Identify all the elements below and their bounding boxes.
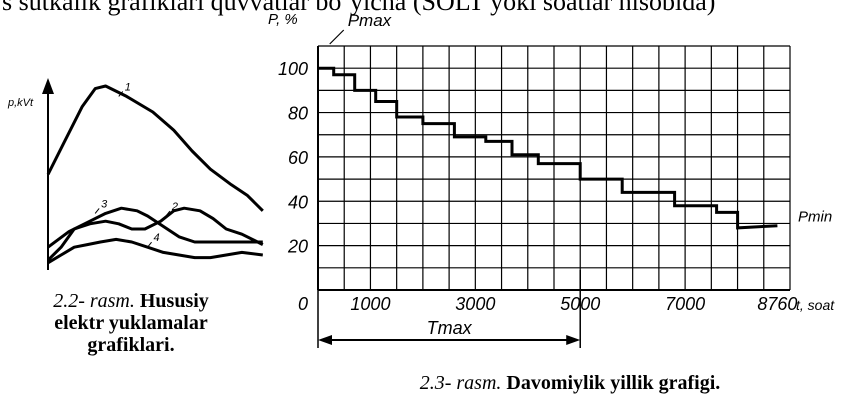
left-y-axis-arrow [42, 78, 54, 94]
left-caption-title-2: elektr yuklamalar [54, 312, 208, 334]
left-load-chart: p,kVt 1 2 3 4 [7, 78, 264, 270]
left-curve-leader-3 [94, 208, 100, 214]
x-tick-label: 7000 [665, 294, 705, 314]
left-caption-prefix: 2.2- [53, 290, 85, 312]
left-curve-1 [46, 84, 264, 212]
tmax-arrow-right-head [566, 335, 581, 345]
pmax-leader [329, 29, 345, 45]
right-caption: 2.3- rasm. Davomiylik yillik grafigi. [330, 372, 810, 394]
y-tick-label: 20 [287, 237, 308, 257]
x-tick-label: 1000 [350, 294, 390, 314]
left-curve-label-1: 1 [125, 81, 131, 93]
y-tick-label: 0 [298, 294, 308, 314]
left-curve-2 [46, 206, 264, 262]
y-tick-label: 40 [288, 192, 308, 212]
left-caption-title-1: Hususiy [139, 290, 209, 312]
right-caption-prefix: 2.3- [419, 372, 452, 394]
left-curve-leader-2 [165, 210, 171, 217]
left-caption-word: rasm. [89, 290, 135, 312]
left-curve-label-4: 4 [154, 232, 160, 244]
pmin-label: Pmin [798, 208, 832, 225]
tmax-label: Tmax [427, 318, 473, 338]
left-curve-label-2: 2 [171, 201, 178, 213]
left-curve-3 [47, 206, 263, 249]
left-curve-leader-4 [147, 241, 152, 248]
y-tick-label: 100 [278, 59, 308, 79]
left-caption-title-3: grafiklari. [87, 334, 175, 356]
x-tick-label: 3000 [455, 294, 495, 314]
right-caption-word: rasm. [456, 372, 502, 394]
left-y-axis-label: p,kVt [7, 97, 34, 109]
y-tick-label: 60 [288, 148, 308, 168]
left-caption: 2.2- rasm. Hususiy elektr yuklamalar gra… [0, 290, 262, 356]
right-caption-title: Davomiylik yillik grafigi. [506, 372, 721, 394]
x-tick-label: 8760 [757, 294, 797, 314]
right-y-axis-label: P, % [268, 11, 298, 28]
y-tick-label: 80 [288, 104, 308, 124]
pmax-label: Pmax [348, 11, 392, 30]
left-curve-leader-1 [118, 91, 124, 97]
right-x-axis-label: t, soat [796, 297, 835, 313]
header-text-line: s sutkalik grafiklari quvvatlar bo‘yicha… [2, 0, 716, 16]
left-curve-label-3: 3 [101, 198, 108, 210]
tmax-arrow-left-head [318, 335, 332, 345]
duration-step-line [318, 66, 778, 230]
